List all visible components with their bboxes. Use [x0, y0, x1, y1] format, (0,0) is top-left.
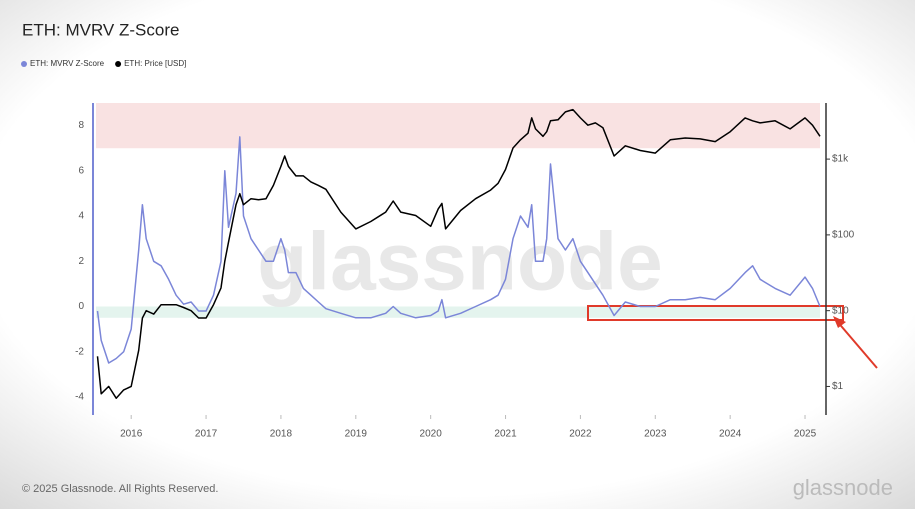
y-tick-label: -2 [75, 346, 84, 357]
x-tick-label: 2018 [270, 429, 293, 440]
x-tick-label: 2019 [345, 429, 368, 440]
legend-label: ETH: MVRV Z-Score [30, 59, 105, 68]
x-tick-label: 2023 [644, 429, 667, 440]
y-tick-label: 4 [78, 211, 84, 222]
legend-label: ETH: Price [USD] [124, 59, 186, 68]
x-tick-label: 2021 [494, 429, 517, 440]
x-tick-label: 2022 [569, 429, 592, 440]
arrow-shaft [835, 319, 878, 369]
series-line [96, 108, 821, 399]
legend-marker [115, 61, 122, 67]
x-tick-label: 2024 [719, 429, 742, 440]
x-tick-label: 2016 [120, 429, 143, 440]
footer: © 2025 Glassnode. All Rights Reserved. [22, 483, 218, 495]
x-tick-label: 2025 [794, 429, 817, 440]
y-tick-label: -4 [75, 392, 84, 403]
x-tick-label: 2020 [420, 429, 443, 440]
watermark: glassnode [257, 217, 663, 308]
zone [96, 103, 820, 149]
highlight-box [587, 305, 844, 321]
y-tick-label: 2 [78, 256, 84, 267]
legend-marker [21, 61, 27, 67]
series-line [96, 136, 821, 364]
x-tick-label: 2017 [195, 429, 218, 440]
y2-tick-label: $1k [832, 154, 849, 165]
y-tick-label: 6 [78, 165, 84, 176]
zone [96, 306, 820, 318]
y-tick-label: 0 [78, 301, 84, 312]
y-tick-label: 8 [78, 120, 84, 131]
arrow-head [833, 316, 846, 328]
logo: glassnode [793, 475, 893, 500]
y2-tick-label: $10 [832, 305, 849, 316]
y2-tick-label: $100 [832, 230, 855, 241]
chart-title: ETH: MVRV Z-Score [22, 20, 179, 39]
y2-tick-label: $1 [832, 381, 844, 392]
